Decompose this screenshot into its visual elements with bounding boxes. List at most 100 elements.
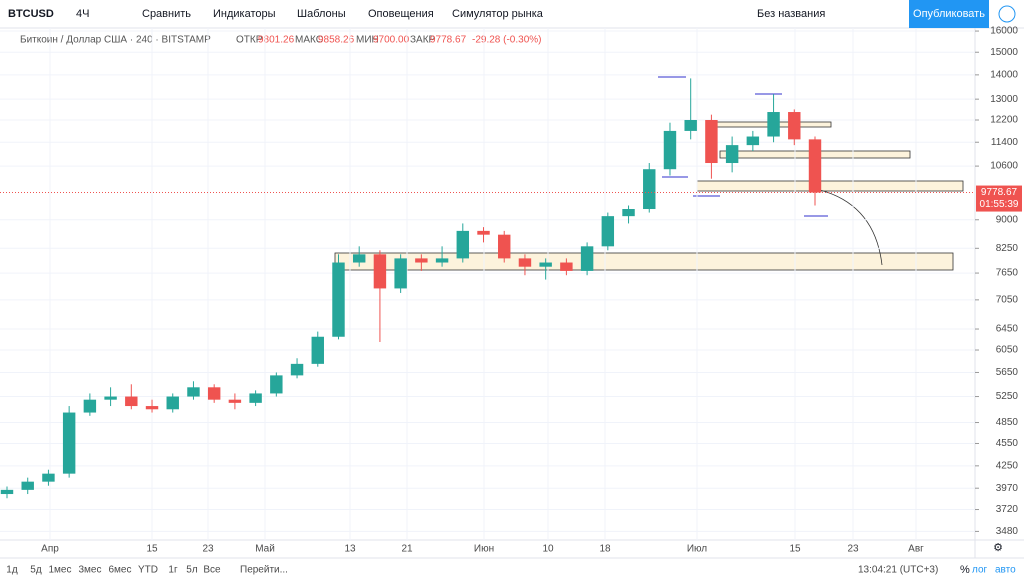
range-button[interactable]: 6мес [109,565,132,576]
legend-open: 9801.26 [258,35,295,46]
x-tick-label: 10 [542,544,554,555]
x-tick-label: 15 [789,544,801,555]
candle-body [560,262,573,271]
last-price-box [976,185,1022,212]
candle-body [601,216,615,247]
candle-body [580,246,594,271]
y-tick-label: 7650 [996,268,1019,279]
indicators-button[interactable]: Индикаторы [213,8,276,20]
y-tick-label: 3720 [996,504,1019,515]
y-tick-label: 12200 [990,115,1018,126]
candle-body [352,254,366,263]
interval[interactable]: 4Ч [76,8,89,20]
candle-body [0,489,14,495]
x-tick-label: 23 [202,544,214,555]
legend-low-label: МИН [356,35,379,46]
symbol[interactable]: BTCUSD [8,8,54,20]
x-tick-label: Июл [687,544,707,555]
x-tick-label: Апр [41,544,59,555]
x-tick-label: Июн [474,544,494,555]
replay-icon[interactable] [998,5,1016,23]
y-tick-label: 11400 [991,137,1019,148]
candle-body [187,387,200,397]
settings-icon[interactable]: ⚙ [993,542,1003,554]
candle-body [21,481,34,490]
legend-high-label: МАКС [295,35,323,46]
alerts-button[interactable]: Оповещения [368,8,434,20]
candle-body [207,387,221,400]
candle-body [456,230,470,259]
candle-body [394,258,407,289]
y-tick-label: 4250 [996,460,1019,471]
arrow-curve[interactable] [819,189,883,266]
candle-body [332,262,345,337]
percent-toggle[interactable]: % [960,564,970,576]
range-button[interactable]: 1мес [49,565,72,576]
candle-body [788,112,801,140]
publish-label[interactable]: Опубликовать [913,8,985,20]
range-button[interactable]: Все [203,565,221,576]
zone[interactable] [334,252,954,271]
templates-button[interactable]: Шаблоны [297,8,346,20]
x-tick-label: 13 [344,544,356,555]
publish-button[interactable] [909,0,989,28]
auto-toggle[interactable]: авто [995,565,1016,576]
x-tick-label: Май [255,544,275,555]
legend-change: -29.28 (-0.30%) [472,35,541,46]
candle-body [145,406,159,410]
log-toggle[interactable]: лог [972,565,988,576]
candle-body [477,230,490,235]
last-price-label: 9778.67 [981,187,1018,198]
legend-open-label: ОТКР [236,35,263,46]
compare-button[interactable]: Сравнить [142,8,191,20]
x-tick-label: 21 [401,544,413,555]
candle-body [705,119,718,164]
range-button[interactable]: 1д [6,565,18,576]
candle-body [539,262,552,267]
candle-body [373,254,387,289]
y-tick-label: 3970 [996,483,1019,494]
legend-low: 9700.00 [373,35,410,46]
y-tick-label: 8250 [996,243,1019,254]
y-tick-label: 4850 [996,417,1019,428]
simulator-button[interactable]: Симулятор рынка [452,8,544,20]
candle-body [435,258,449,263]
candle-body [808,139,822,193]
x-tick-label: 15 [146,544,158,555]
y-tick-label: 5650 [996,367,1019,378]
candle-body [684,119,697,131]
candle-body [663,130,677,170]
y-tick-label: 6050 [996,345,1019,356]
range-button[interactable]: 1г [168,565,178,576]
y-tick-label: 13000 [990,94,1018,105]
candle-body [62,412,76,474]
y-tick-label: 7050 [996,294,1019,305]
countdown: 01:55:39 [980,199,1019,210]
candle-body [166,396,179,410]
candle-body [498,234,511,259]
x-tick-label: 18 [599,544,611,555]
legend-close-label: ЗАКР [410,35,436,46]
candle-body [42,473,55,482]
level-lines [658,76,828,217]
range-button[interactable]: YTD [138,565,158,576]
candle-body [518,258,532,267]
range-button[interactable]: 5д [30,565,42,576]
legend-high: 9858.26 [318,35,355,46]
candle-body [104,396,117,400]
y-tick-label: 3480 [996,526,1019,537]
range-button[interactable]: 5л [186,565,198,576]
zone[interactable] [696,180,964,192]
candle-body [228,399,242,403]
goto-button[interactable]: Перейти... [240,565,288,576]
x-tick-label: Авг [908,544,924,555]
layout-name[interactable]: Без названия [757,8,825,20]
candle-body [249,393,262,403]
y-tick-label: 6450 [996,324,1019,335]
candle-body [125,396,138,407]
candle-body [83,399,97,413]
range-button[interactable]: 3мес [79,565,102,576]
y-tick-label: 4550 [996,438,1019,449]
y-tick-label: 16000 [990,26,1018,37]
